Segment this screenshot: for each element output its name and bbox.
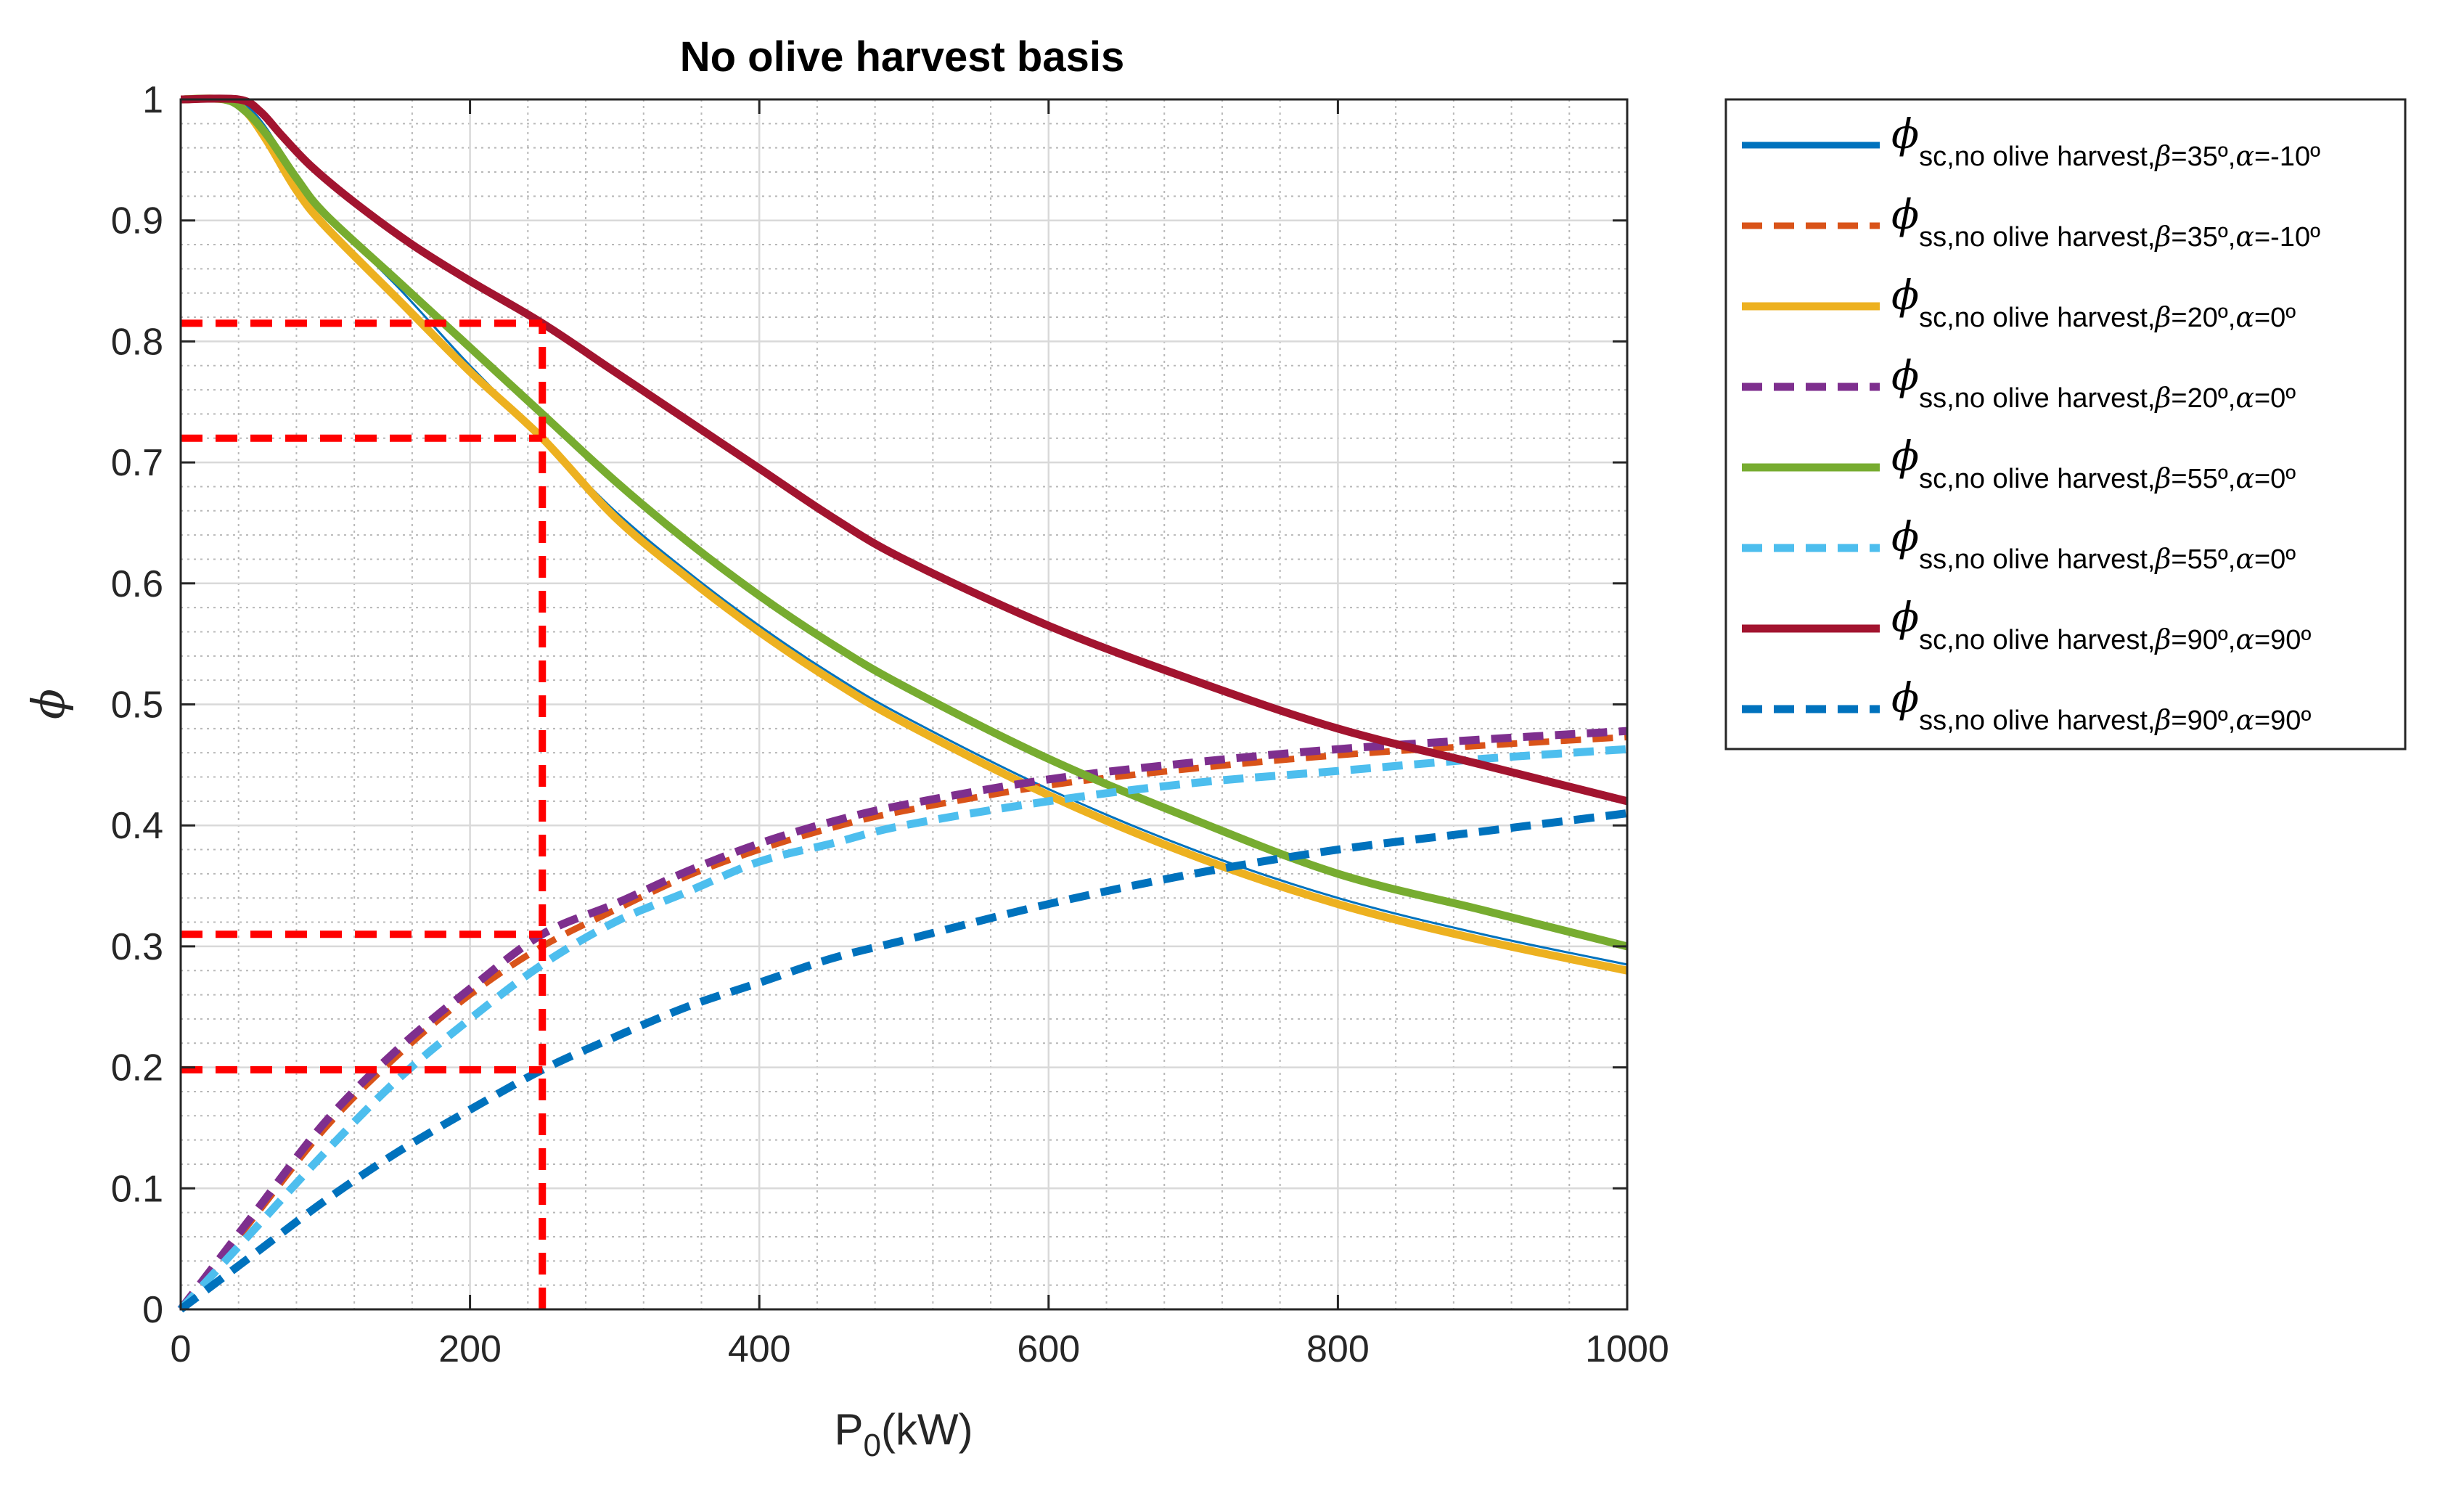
series-line-2: [178, 734, 1628, 1312]
y-tick-label: 0: [142, 1289, 163, 1331]
series-line-3: [180, 94, 1629, 975]
series-line-1: [180, 97, 1628, 966]
legend-item: ϕss,no olive harvest,β=90º,α=90º: [1742, 675, 2311, 736]
y-tick-label: 0.2: [111, 1047, 163, 1089]
plot-lines: [177, 94, 1629, 1313]
legend-item: ϕss,no olive harvest,β=20º,α=0º: [1742, 353, 2296, 414]
legend-label: ϕsc,no olive harvest,β=55º,α=0º: [1891, 433, 2296, 494]
legend-label: ϕsc,no olive harvest,β=90º,α=90º: [1891, 594, 2311, 655]
y-tick-labels: 0 0.1 0.2 0.3 0.4 0.5 0.6 0.7 0.8 0.9 1: [111, 79, 163, 1331]
reference-lines: [181, 319, 547, 1309]
y-tick-label: 0.6: [111, 563, 163, 605]
x-tick-label: 1000: [1585, 1328, 1669, 1370]
legend-box: [1724, 98, 2407, 750]
legend-item: ϕsc,no olive harvest,β=20º,α=0º: [1742, 272, 2296, 333]
y-tick-label: 0.1: [111, 1168, 163, 1210]
x-tick-labels: 0 200 400 600 800 1000: [171, 1328, 1669, 1370]
x-tick-label: 200: [438, 1328, 502, 1370]
legend-item: ϕsc,no olive harvest,β=90º,α=90º: [1742, 594, 2311, 655]
y-tick-label: 0.3: [111, 926, 163, 968]
series-line-8: [178, 809, 1628, 1313]
series-line-7: [180, 94, 1629, 806]
x-tick-label: 0: [171, 1328, 192, 1370]
y-tick-label: 1: [142, 79, 163, 121]
series-line-5: [180, 94, 1629, 951]
y-axis-label: ϕ: [22, 689, 75, 719]
legend-label: ϕss,no olive harvest,β=35º,α=-10º: [1891, 192, 2320, 253]
y-tick-label: 0.8: [111, 321, 163, 363]
legend-item: ϕsc,no olive harvest,β=55º,α=0º: [1742, 433, 2296, 494]
series-line-4: [177, 727, 1628, 1312]
legend-label: ϕsc,no olive harvest,β=35º,α=-10º: [1891, 111, 2320, 172]
series-line-6: [177, 745, 1628, 1312]
y-tick-label: 0.9: [111, 200, 163, 242]
legend-label: ϕss,no olive harvest,β=20º,α=0º: [1891, 353, 2296, 414]
y-tick-label: 0.5: [111, 684, 163, 727]
x-tick-label: 400: [728, 1328, 791, 1370]
axis-ticks: [179, 98, 1629, 1311]
y-tick-label: 0.4: [111, 805, 163, 847]
x-tick-label: 800: [1306, 1328, 1370, 1370]
legend-label: ϕss,no olive harvest,β=90º,α=90º: [1891, 675, 2311, 736]
legend-item: ϕss,no olive harvest,β=55º,α=0º: [1742, 514, 2296, 575]
chart-title: No olive harvest basis: [680, 33, 1124, 81]
legend-label: ϕsc,no olive harvest,β=20º,α=0º: [1891, 272, 2296, 333]
legend-item: ϕss,no olive harvest,β=35º,α=-10º: [1742, 192, 2320, 253]
legend-item: ϕsc,no olive harvest,β=35º,α=-10º: [1742, 111, 2320, 172]
x-axis-label: P0(kW): [834, 1405, 973, 1463]
y-tick-label: 0.7: [111, 442, 163, 484]
legend-label: ϕss,no olive harvest,β=55º,α=0º: [1891, 514, 2296, 575]
major-grid: [181, 99, 1627, 1309]
x-tick-label: 600: [1017, 1328, 1080, 1370]
legend: ϕsc,no olive harvest,β=35º,α=-10º ϕss,no …: [1724, 98, 2407, 750]
